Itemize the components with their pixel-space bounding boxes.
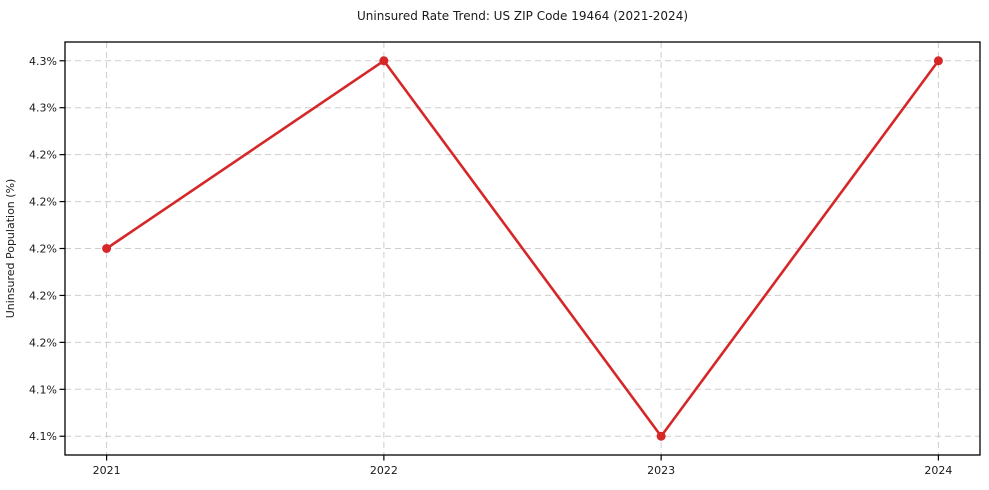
x-tick-label: 2021 (93, 464, 121, 477)
y-tick-label: 4.2% (29, 336, 57, 349)
x-tick-label: 2023 (647, 464, 675, 477)
y-tick-label: 4.1% (29, 430, 57, 443)
data-point-marker (379, 56, 389, 66)
series-layer (102, 56, 943, 441)
x-tick-label: 2022 (370, 464, 398, 477)
y-tick-label: 4.3% (29, 102, 57, 115)
chart-title: Uninsured Rate Trend: US ZIP Code 19464 … (357, 9, 688, 23)
y-tick-label: 4.3% (29, 55, 57, 68)
axis-layer: 4.1% 4.1% 4.2% 4.2% 4.2% 4.2% 4.2% 4.3% 4.3% 2021… (29, 41, 981, 477)
grid-layer (65, 42, 980, 455)
y-tick-label: 4.2% (29, 149, 57, 162)
data-point-marker (933, 56, 943, 66)
y-tick-label: 4.2% (29, 196, 57, 209)
y-axis-label: Uninsured Population (%) (4, 179, 17, 319)
data-point-marker (102, 244, 112, 253)
x-tick-label: 2024 (924, 464, 952, 477)
y-tick-label: 4.2% (29, 243, 57, 256)
data-point-marker (656, 431, 666, 441)
trend-line (105, 59, 940, 438)
y-tick-label: 4.1% (29, 383, 57, 396)
y-tick-label: 4.2% (29, 289, 57, 302)
